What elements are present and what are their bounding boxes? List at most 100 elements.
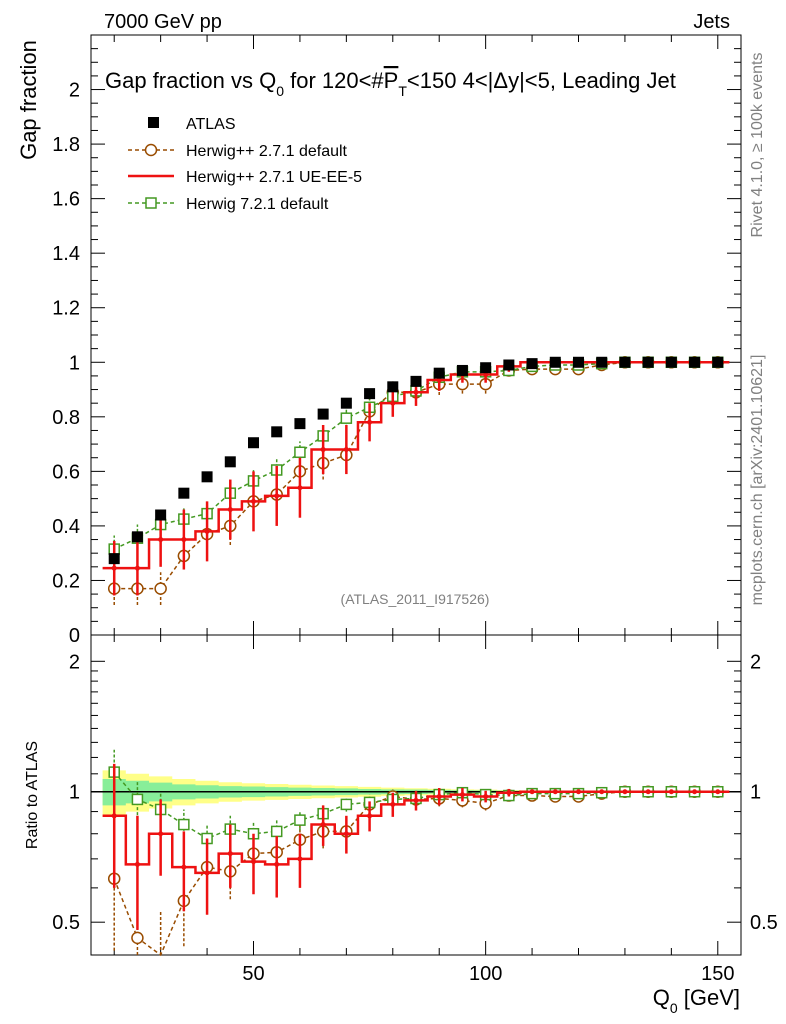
ratio-point-herwig7 <box>294 814 306 826</box>
x-tick-labels: 50 100 150 <box>242 963 734 985</box>
main-point-atlas <box>503 359 515 371</box>
main-series-layer <box>102 356 730 605</box>
ratio-point-herwigpp-ueee5 <box>297 856 303 862</box>
chart-title-part: Gap fraction vs Q <box>105 68 276 93</box>
main-point-atlas <box>248 437 259 449</box>
ratio-point-herwigpp-default <box>131 931 144 945</box>
analysis-watermark: (ATLAS_2011_I917526) <box>341 591 490 607</box>
ratio-point-herwigpp-ueee5 <box>599 789 605 795</box>
legend-marker-herwigpp-default <box>144 143 158 157</box>
ratio-y-tick-label-right: 1 <box>750 782 761 804</box>
main-y-tick-label: 1.4 <box>52 243 80 265</box>
legend-marker-atlas <box>148 117 159 128</box>
main-point-atlas <box>131 531 143 543</box>
main-point-herwigpp-ueee5 <box>204 528 210 534</box>
main-point-herwigpp-default <box>154 582 167 595</box>
ratio-point-herwigpp-ueee5 <box>158 831 164 837</box>
main-point-atlas <box>294 418 306 430</box>
main-y-tick-label: 1.6 <box>52 189 80 211</box>
main-point-herwigpp-ueee5 <box>413 389 419 395</box>
chart-title-overline-p: P <box>384 68 399 93</box>
main-point-atlas <box>689 356 701 368</box>
ratio-point-herwigpp-ueee5 <box>529 789 535 795</box>
ratio-point-herwigpp-ueee5 <box>552 789 558 795</box>
main-point-atlas <box>201 471 213 483</box>
ratio-y-tick-label-right: 2 <box>750 651 761 673</box>
main-point-herwigpp-ueee5 <box>483 372 489 378</box>
main-y-tick-label: 1 <box>69 352 80 374</box>
x-axis-label: Q0 [GeV] <box>653 985 740 1016</box>
main-point-atlas <box>619 356 631 368</box>
ratio-point-herwig7 <box>270 825 283 838</box>
main-axis-ticks <box>91 34 741 636</box>
x-axis-label-sub: 0 <box>670 1000 678 1016</box>
legend-label-atlas: ATLAS <box>186 116 236 133</box>
main-line-herwigpp-ueee5 <box>102 361 730 570</box>
ratio-point-herwig7 <box>131 793 144 806</box>
ratio-point-herwigpp-ueee5 <box>506 790 512 796</box>
ratio-point-herwigpp-ueee5 <box>459 792 465 798</box>
main-point-herwigpp-ueee5 <box>343 447 349 453</box>
main-point-atlas <box>480 362 492 374</box>
rivet-label: Rivet 4.1.0, ≥ 100k events <box>749 53 766 238</box>
main-point-herwigpp-ueee5 <box>297 485 303 491</box>
main-point-atlas <box>573 356 584 368</box>
ratio-point-herwigpp-ueee5 <box>645 789 651 795</box>
main-point-atlas <box>108 553 120 565</box>
header-left: 7000 GeV pp <box>104 11 222 33</box>
legend-label-herwigpp-default: Herwig++ 2.7.1 default <box>186 143 348 160</box>
main-point-herwigpp-ueee5 <box>367 419 373 425</box>
legend-marker-herwig7 <box>145 197 157 209</box>
main-point-atlas <box>364 388 376 400</box>
legend-label-herwigpp-ueee5: Herwig++ 2.7.1 UE-EE-5 <box>186 169 362 186</box>
main-point-herwigpp-ueee5 <box>227 507 233 513</box>
ratio-point-herwigpp-ueee5 <box>251 859 256 865</box>
ratio-point-herwigpp-ueee5 <box>204 870 210 876</box>
main-point-herwigpp-ueee5 <box>181 537 187 543</box>
x-tick-label: 50 <box>242 963 264 985</box>
ratio-panel-frame <box>90 634 742 956</box>
ratio-point-herwig7 <box>178 818 190 831</box>
x-axis-label-part: [GeV] <box>678 985 740 1010</box>
ratio-point-herwigpp-ueee5 <box>181 864 187 870</box>
main-point-herwigpp-ueee5 <box>390 400 396 406</box>
main-point-atlas <box>155 509 167 521</box>
ratio-point-herwigpp-ueee5 <box>622 789 628 795</box>
main-point-atlas <box>712 356 724 368</box>
x-tick-label: 100 <box>469 963 502 985</box>
main-y-axis-label: Gap fraction <box>16 40 41 160</box>
main-y-tick-label: 0.2 <box>52 570 80 592</box>
main-y-tick-label: 0.8 <box>52 407 80 429</box>
main-point-atlas <box>410 375 422 387</box>
main-point-herwigpp-ueee5 <box>320 447 326 453</box>
main-point-atlas <box>340 397 352 409</box>
main-point-herwigpp-ueee5 <box>111 565 117 571</box>
main-point-atlas <box>526 358 538 370</box>
x-axis-label-part: Q <box>653 985 670 1010</box>
main-y-tick-label: 0.4 <box>52 516 80 538</box>
ratio-axis-ticks <box>91 635 741 955</box>
main-point-atlas <box>642 356 654 368</box>
mcplots-label: mcplots.cern.ch [arXiv:2401.10621] <box>749 355 766 606</box>
chart-title-sub: T <box>398 83 407 99</box>
main-point-atlas <box>317 408 329 420</box>
ratio-point-herwigpp-ueee5 <box>134 861 140 867</box>
legend: ATLAS Herwig++ 2.7.1 default Herwig++ 2.… <box>128 116 362 213</box>
main-y-tick-label: 0 <box>69 625 80 647</box>
main-point-atlas <box>178 487 190 499</box>
main-y-tick-label: 2 <box>69 80 80 102</box>
ratio-y-tick-label-left: 0.5 <box>52 912 80 934</box>
main-point-atlas <box>433 367 445 379</box>
main-y-tick-label: 1.8 <box>52 134 80 156</box>
legend-label-herwig7: Herwig 7.2.1 default <box>186 196 329 213</box>
main-point-herwigpp-ueee5 <box>274 493 280 499</box>
ratio-point-herwigpp-ueee5 <box>436 794 442 800</box>
ratio-point-herwigpp-ueee5 <box>111 813 117 819</box>
ratio-y-tick-label-left: 2 <box>69 651 80 673</box>
ratio-point-herwigpp-ueee5 <box>227 851 233 857</box>
main-y-tick-label: 0.6 <box>52 461 80 483</box>
main-point-atlas <box>596 356 608 368</box>
ratio-point-herwigpp-ueee5 <box>668 789 674 795</box>
x-tick-label: 150 <box>701 963 734 985</box>
